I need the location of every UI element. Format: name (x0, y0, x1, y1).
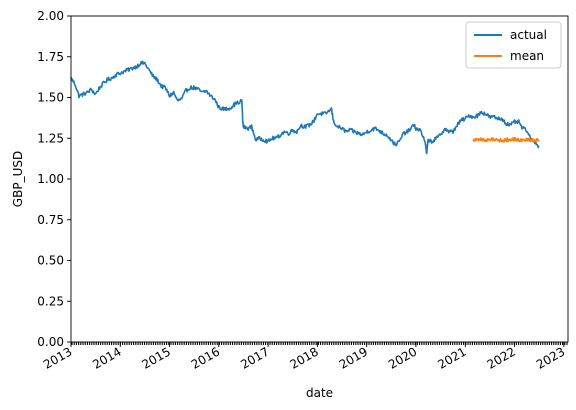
legend-label-actual: actual (510, 28, 547, 42)
x-axis-label: date (306, 386, 333, 400)
x-tick-label: 2022 (485, 344, 518, 371)
plot-area (71, 16, 568, 342)
x-tick-label: 2018 (287, 344, 320, 371)
x-tick-label: 2023 (534, 344, 567, 371)
y-tick-label: 1.25 (37, 131, 64, 145)
y-tick-label: 0.00 (37, 335, 64, 349)
x-ticks: 2013 2014 2015 2016 2017 2018 2019 2020 2021 2022… (41, 342, 568, 372)
y-tick-label: 0.75 (37, 213, 64, 227)
series-line-mean (472, 136, 540, 143)
x-tick-label: 2021 (435, 344, 468, 371)
x-tick-label: 2015 (140, 344, 173, 371)
series-line-actual (70, 60, 540, 155)
y-tick-label: 1.75 (37, 50, 64, 64)
y-tick-label: 1.50 (37, 91, 64, 105)
x-tick-label: 2019 (337, 344, 370, 371)
y-tick-label: 2.00 (37, 9, 64, 23)
x-tick-label: 2014 (90, 344, 123, 371)
legend-label-mean: mean (510, 49, 544, 63)
plot-background (71, 16, 568, 342)
y-tick-label: 0.25 (37, 294, 64, 308)
y-ticks: 0.00 0.25 0.50 0.75 1.00 1.25 1.50 1.75 2.00 (37, 9, 71, 349)
y-tick-label: 0.50 (37, 254, 64, 268)
legend: actual mean (465, 21, 562, 69)
x-tick-label: 2016 (189, 344, 222, 371)
series-layer (70, 60, 540, 155)
y-tick-label: 1.00 (37, 172, 64, 186)
x-tick-label: 2017 (238, 344, 271, 371)
y-axis-label: GBP_USD (11, 151, 25, 207)
x-tick-label: 2020 (386, 344, 419, 371)
